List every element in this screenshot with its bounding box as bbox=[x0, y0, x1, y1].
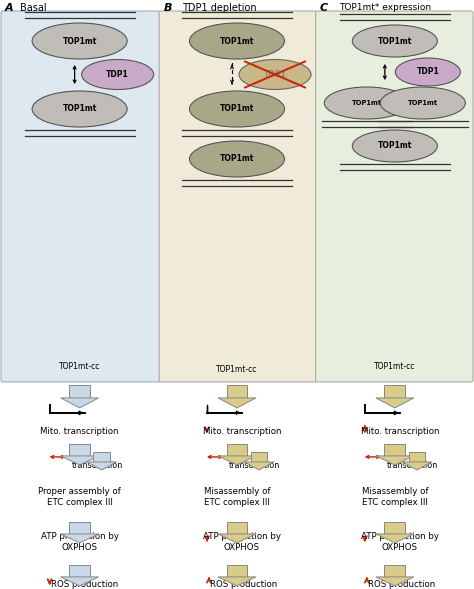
Ellipse shape bbox=[82, 59, 154, 90]
Polygon shape bbox=[87, 462, 117, 470]
Text: Proper assembly of
ETC complex III: Proper assembly of ETC complex III bbox=[38, 487, 121, 507]
Polygon shape bbox=[409, 452, 425, 462]
Text: TOP1mt-cc: TOP1mt-cc bbox=[216, 365, 258, 375]
Text: ROS production: ROS production bbox=[51, 580, 118, 589]
Text: Misassembly of
ETC complex III: Misassembly of ETC complex III bbox=[362, 487, 428, 507]
Ellipse shape bbox=[190, 141, 284, 177]
Polygon shape bbox=[384, 522, 405, 534]
Text: ROS production: ROS production bbox=[210, 580, 278, 589]
Text: TOP1mt: TOP1mt bbox=[220, 37, 254, 45]
Text: TOP1mt* expression: TOP1mt* expression bbox=[339, 4, 431, 12]
Polygon shape bbox=[69, 565, 90, 577]
FancyBboxPatch shape bbox=[316, 11, 473, 382]
Text: TOP1mt: TOP1mt bbox=[63, 104, 97, 114]
Text: TDP1: TDP1 bbox=[417, 68, 439, 77]
Text: TDP1: TDP1 bbox=[106, 70, 129, 79]
Ellipse shape bbox=[32, 91, 127, 127]
Ellipse shape bbox=[380, 87, 465, 119]
FancyBboxPatch shape bbox=[159, 11, 317, 382]
Ellipse shape bbox=[190, 91, 284, 127]
Text: ATP production by
OXPHOS: ATP production by OXPHOS bbox=[203, 532, 281, 552]
Polygon shape bbox=[384, 444, 405, 456]
Text: Nucl.: Nucl. bbox=[229, 451, 249, 461]
Text: Nucl.: Nucl. bbox=[387, 451, 407, 461]
Ellipse shape bbox=[190, 23, 284, 59]
Polygon shape bbox=[61, 534, 99, 543]
Ellipse shape bbox=[352, 130, 438, 162]
Polygon shape bbox=[218, 534, 256, 543]
Text: TDP1 depletion: TDP1 depletion bbox=[182, 3, 257, 13]
Polygon shape bbox=[227, 522, 247, 534]
Text: TOP1mt: TOP1mt bbox=[63, 37, 97, 45]
Text: transcription: transcription bbox=[387, 461, 438, 471]
Text: transcription: transcription bbox=[72, 461, 123, 471]
Polygon shape bbox=[218, 456, 256, 465]
Text: TOP1mt-cc: TOP1mt-cc bbox=[374, 362, 416, 372]
Polygon shape bbox=[218, 577, 256, 586]
Polygon shape bbox=[227, 444, 247, 456]
Polygon shape bbox=[376, 398, 414, 408]
Polygon shape bbox=[61, 456, 99, 465]
Text: TDP1: TDP1 bbox=[264, 70, 286, 79]
Polygon shape bbox=[376, 577, 414, 586]
Text: TOP1mt-cc: TOP1mt-cc bbox=[59, 362, 100, 372]
Ellipse shape bbox=[395, 58, 460, 86]
Polygon shape bbox=[384, 385, 405, 398]
Polygon shape bbox=[61, 577, 99, 586]
Text: Basal: Basal bbox=[20, 3, 46, 13]
Ellipse shape bbox=[324, 87, 410, 119]
Ellipse shape bbox=[32, 23, 127, 59]
Polygon shape bbox=[69, 444, 90, 456]
Polygon shape bbox=[218, 398, 256, 408]
Polygon shape bbox=[227, 385, 247, 398]
Text: Mito. transcription: Mito. transcription bbox=[40, 428, 119, 436]
Polygon shape bbox=[376, 456, 414, 465]
Text: Mito. transcription: Mito. transcription bbox=[203, 428, 281, 436]
Text: TOP1mt: TOP1mt bbox=[220, 104, 254, 114]
Text: TOP1mt: TOP1mt bbox=[378, 37, 412, 45]
Text: TOP1mt: TOP1mt bbox=[378, 141, 412, 151]
FancyBboxPatch shape bbox=[1, 11, 161, 382]
Text: C: C bbox=[320, 3, 328, 13]
Polygon shape bbox=[376, 534, 414, 543]
Polygon shape bbox=[61, 398, 99, 408]
Polygon shape bbox=[93, 452, 110, 462]
Polygon shape bbox=[384, 565, 405, 577]
Polygon shape bbox=[227, 565, 247, 577]
Ellipse shape bbox=[352, 25, 438, 57]
Text: Misassembly of
ETC complex III: Misassembly of ETC complex III bbox=[204, 487, 270, 507]
Text: ROS production: ROS production bbox=[368, 580, 436, 589]
Polygon shape bbox=[402, 462, 432, 470]
Text: B: B bbox=[164, 3, 172, 13]
Ellipse shape bbox=[239, 59, 311, 90]
Text: transcription: transcription bbox=[229, 461, 280, 471]
Polygon shape bbox=[244, 462, 274, 470]
Polygon shape bbox=[251, 452, 267, 462]
Text: A: A bbox=[5, 3, 14, 13]
Polygon shape bbox=[69, 385, 90, 398]
Text: TOP1mt: TOP1mt bbox=[352, 100, 382, 106]
Text: Nucl.: Nucl. bbox=[72, 451, 92, 461]
Text: TOP1mt: TOP1mt bbox=[220, 154, 254, 164]
Text: ATP production by
OXPHOS: ATP production by OXPHOS bbox=[361, 532, 439, 552]
Text: ATP production by
OXPHOS: ATP production by OXPHOS bbox=[41, 532, 118, 552]
Polygon shape bbox=[69, 522, 90, 534]
Text: Mito. transcription: Mito. transcription bbox=[361, 428, 439, 436]
Text: TOP1mt: TOP1mt bbox=[408, 100, 438, 106]
